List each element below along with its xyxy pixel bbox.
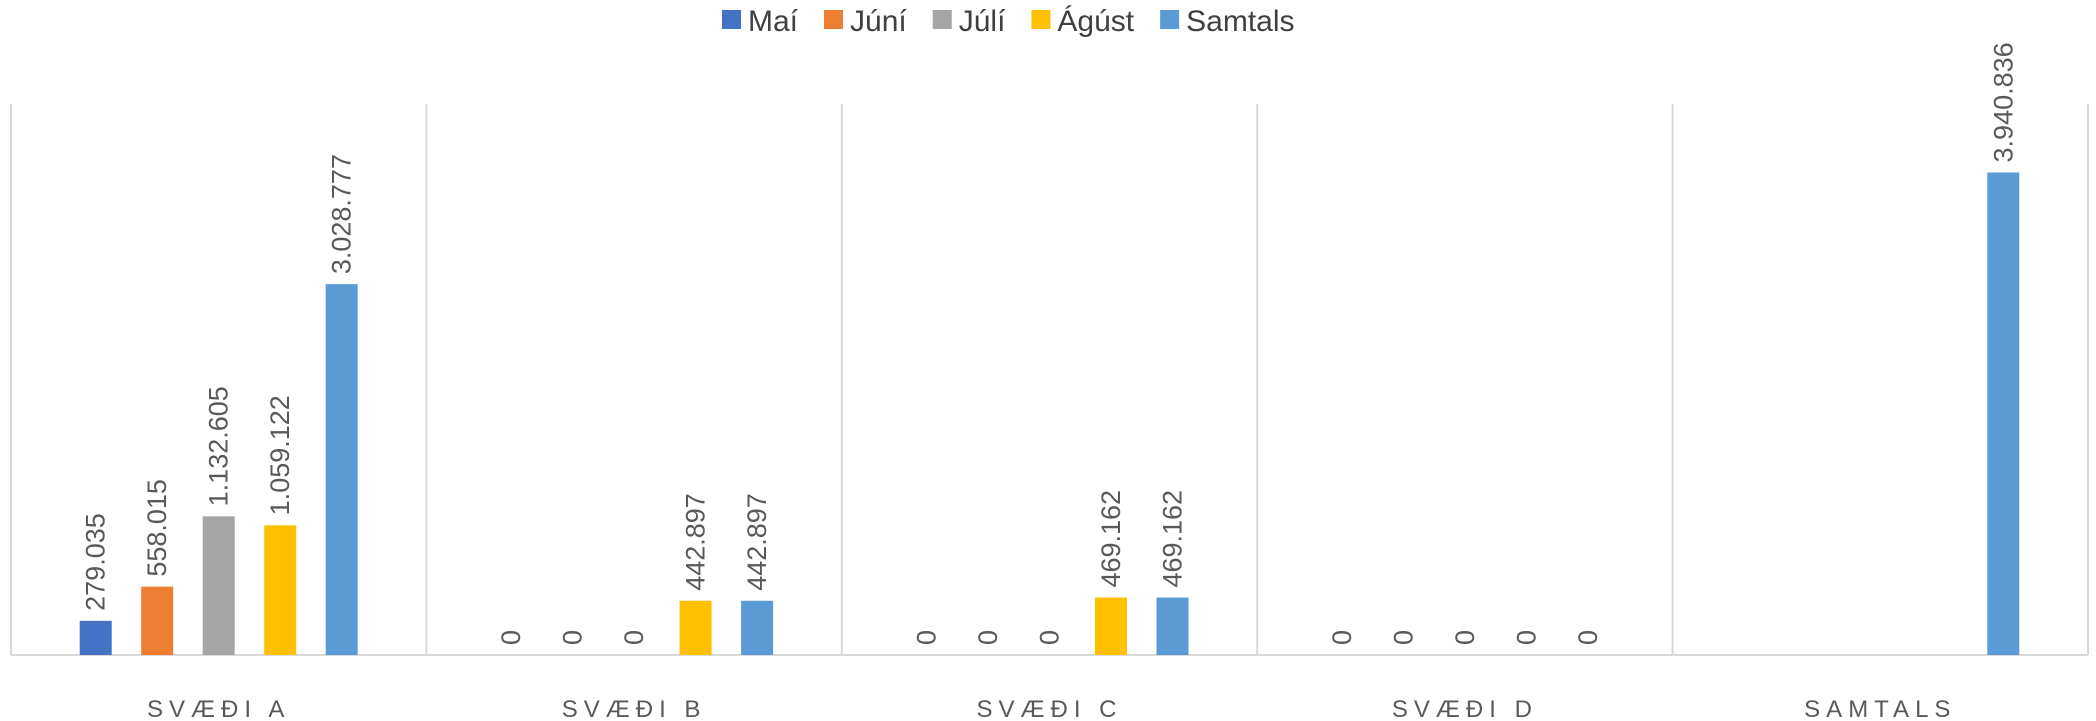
bar <box>202 516 235 655</box>
legend-label: Maí <box>748 5 799 38</box>
x-tick-label: SVÆÐI A <box>147 696 290 721</box>
data-label: 0 <box>912 630 942 645</box>
data-label: 3.028.777 <box>327 154 357 274</box>
legend-swatch <box>1160 10 1180 29</box>
legend-swatch <box>932 10 952 29</box>
bar <box>741 600 774 655</box>
data-label: 469.162 <box>1158 490 1188 588</box>
x-tick-label: SAMTALS <box>1804 696 1956 721</box>
data-label: 279.035 <box>81 513 111 611</box>
data-label: 0 <box>558 630 588 645</box>
bar <box>264 525 297 655</box>
x-tick-label: SVÆÐI B <box>562 696 707 721</box>
bar <box>1095 597 1127 655</box>
x-tick-label: SVÆÐI D <box>1392 696 1538 721</box>
data-label: 1.059.122 <box>265 395 295 515</box>
data-label: 0 <box>496 630 526 645</box>
bar <box>141 586 174 655</box>
data-label: 0 <box>619 630 649 645</box>
data-label: 442.897 <box>681 493 711 591</box>
bar <box>79 620 112 655</box>
bar <box>1156 597 1189 655</box>
data-label: 1.132.605 <box>204 386 234 506</box>
data-label: 469.162 <box>1096 490 1126 588</box>
legend-label: Júní <box>850 5 907 38</box>
data-label: 0 <box>1388 630 1418 645</box>
legend-label: Júlí <box>959 5 1006 38</box>
data-label: 442.897 <box>742 493 772 591</box>
data-label: 3.940.836 <box>1988 42 2018 162</box>
data-label: 0 <box>1327 630 1357 645</box>
legend-swatch <box>824 10 844 29</box>
data-label: 0 <box>1035 630 1065 645</box>
data-label: 0 <box>1511 630 1541 645</box>
data-label: 0 <box>973 630 1003 645</box>
legend-swatch <box>1031 10 1051 29</box>
x-tick-label: SVÆÐI C <box>976 696 1122 721</box>
legend-swatch <box>722 10 741 29</box>
bar <box>325 284 358 655</box>
data-label: 0 <box>1450 630 1480 645</box>
bar <box>679 600 712 655</box>
bar <box>1987 172 2020 655</box>
legend-label: Samtals <box>1186 5 1294 38</box>
legend-label: Ágúst <box>1057 5 1134 38</box>
data-label: 558.015 <box>142 479 172 577</box>
data-label: 0 <box>1573 630 1603 645</box>
